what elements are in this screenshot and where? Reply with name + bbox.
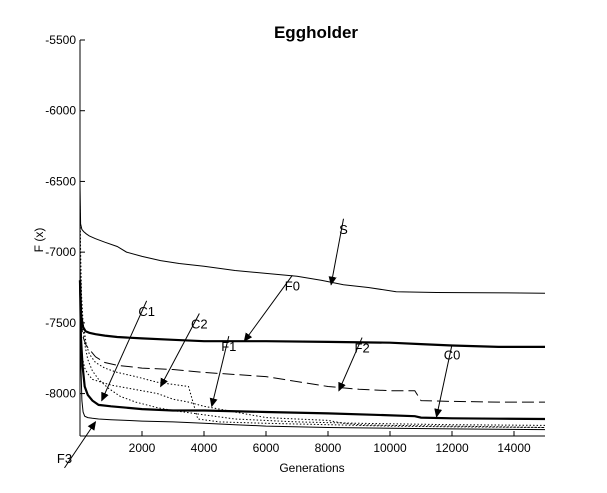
x-tick-label: 2000 xyxy=(129,441,156,455)
x-tick-label: 10000 xyxy=(373,441,407,455)
y-tick-label: -6000 xyxy=(45,104,76,118)
x-tick-label: 4000 xyxy=(191,441,218,455)
series-line-c1 xyxy=(79,216,546,426)
series-line-f3 xyxy=(79,294,546,431)
y-axis-label: F (x) xyxy=(32,228,46,253)
x-tick-label: 14000 xyxy=(497,441,531,455)
annotation-arrow-c0 xyxy=(434,344,453,418)
series-line-f1 xyxy=(79,294,546,428)
x-axis-label: Generations xyxy=(279,461,344,475)
plot-area: 2000 4000 6000 8000 10000 12000 14000 -5500 -600… xyxy=(45,33,546,469)
annotation-label-f3: F3 xyxy=(57,451,72,466)
annotation-label-f1: F1 xyxy=(221,339,236,354)
annotation-arrow-f1 xyxy=(209,336,230,408)
series-line-c0 xyxy=(78,280,546,421)
y-tick-label: -7500 xyxy=(45,316,76,330)
annotation-label-f0: F0 xyxy=(285,278,300,293)
series-line-s xyxy=(79,184,546,294)
annotation-label-c2: C2 xyxy=(191,317,208,332)
y-tick-label: -6500 xyxy=(45,174,76,188)
annotation-arrow-c1 xyxy=(101,300,148,402)
y-tick-label: -7000 xyxy=(45,245,76,259)
annotation-arrow-c2 xyxy=(160,313,200,388)
chart-title: Eggholder xyxy=(274,23,358,42)
annotation-label-s: S xyxy=(339,222,348,237)
series-line-f2 xyxy=(79,252,545,403)
annotation-label-c1: C1 xyxy=(138,304,155,319)
annotation-label-c0: C0 xyxy=(444,348,461,363)
annotation-arrow-f0 xyxy=(243,275,293,343)
y-tick-label: -5500 xyxy=(45,33,76,47)
annotation-arrow-s xyxy=(328,218,344,286)
series-line-c2 xyxy=(79,202,546,428)
x-tick-label: 6000 xyxy=(253,441,280,455)
annotation-arrow-f3 xyxy=(64,421,97,469)
annotation-label-f2: F2 xyxy=(355,341,370,356)
x-tick-label: 8000 xyxy=(315,441,342,455)
series-line-f0 xyxy=(78,280,545,348)
x-tick-label: 12000 xyxy=(435,441,469,455)
annotation-arrow-f2 xyxy=(338,337,363,392)
y-tick-label: -8000 xyxy=(45,387,76,401)
